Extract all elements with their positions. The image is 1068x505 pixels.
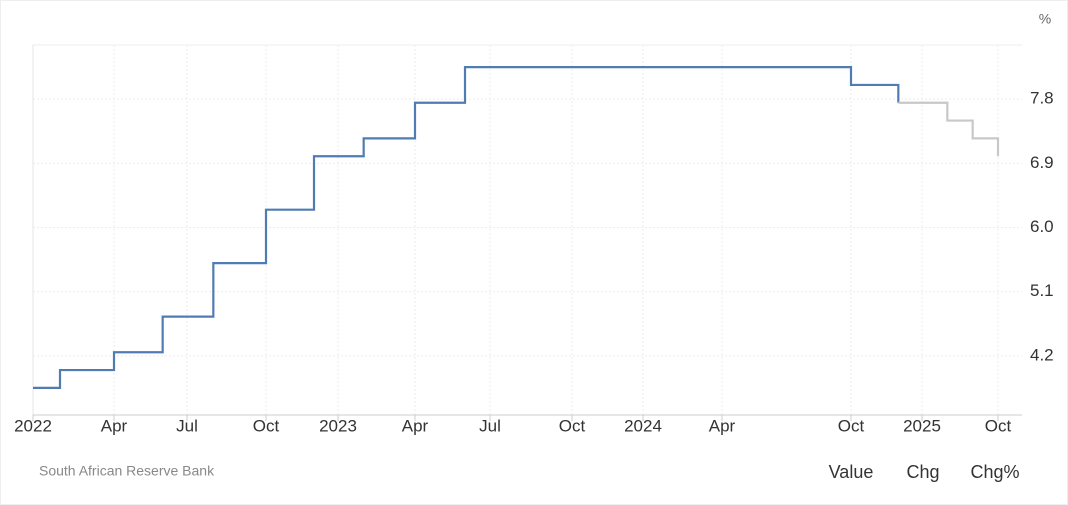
x-tick-label: Oct xyxy=(985,416,1012,435)
x-tick-label: 2023 xyxy=(319,416,357,435)
y-tick-label: 6.0 xyxy=(1030,217,1054,236)
x-tick-label: 2024 xyxy=(624,416,662,435)
tab-button[interactable]: Chg xyxy=(906,462,939,482)
y-tick-label: 7.8 xyxy=(1030,89,1054,108)
x-tick-label: Oct xyxy=(559,416,586,435)
x-tick-label: 2022 xyxy=(14,416,52,435)
y-tick-label: 5.1 xyxy=(1030,281,1054,300)
x-tick-label: Oct xyxy=(838,416,865,435)
y-tick-label: 6.9 xyxy=(1030,153,1054,172)
source: South African Reserve Bank xyxy=(39,463,215,479)
x-tick-label: Apr xyxy=(101,416,128,435)
y-tick-label: 4.2 xyxy=(1030,345,1054,364)
x-tick-label: Apr xyxy=(402,416,429,435)
x-tick-label: 2025 xyxy=(903,416,941,435)
x-tick-label: Apr xyxy=(709,416,736,435)
tab-button[interactable]: Value xyxy=(829,462,874,482)
y-unit: % xyxy=(1039,11,1051,27)
step-line xyxy=(898,101,1000,157)
tab-button[interactable]: Chg% xyxy=(970,462,1019,482)
step-line xyxy=(33,66,900,390)
x-tick-label: Oct xyxy=(253,416,280,435)
x-tick-label: Jul xyxy=(479,416,501,435)
x-tick-label: Jul xyxy=(176,416,198,435)
